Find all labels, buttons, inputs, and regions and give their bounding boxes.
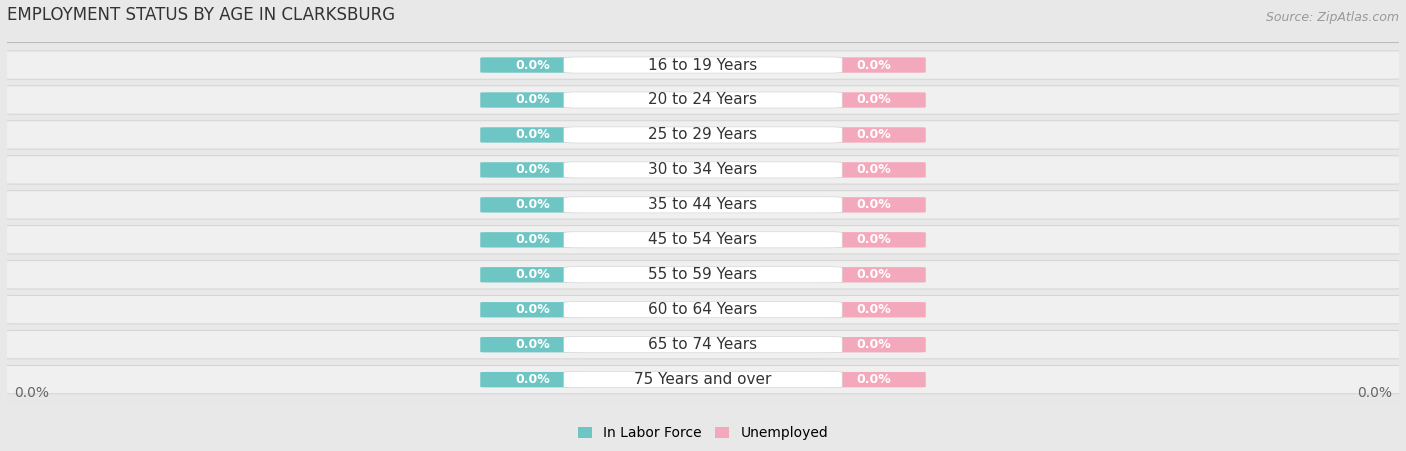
Text: Source: ZipAtlas.com: Source: ZipAtlas.com: [1265, 11, 1399, 24]
FancyBboxPatch shape: [821, 267, 925, 282]
Text: 0.0%: 0.0%: [856, 268, 891, 281]
FancyBboxPatch shape: [564, 162, 842, 178]
FancyBboxPatch shape: [821, 197, 925, 212]
Text: 0.0%: 0.0%: [515, 268, 550, 281]
Text: 65 to 74 Years: 65 to 74 Years: [648, 337, 758, 352]
FancyBboxPatch shape: [481, 92, 585, 108]
Text: 0.0%: 0.0%: [856, 163, 891, 176]
FancyBboxPatch shape: [481, 302, 585, 318]
Text: 0.0%: 0.0%: [14, 386, 49, 400]
Text: 0.0%: 0.0%: [515, 93, 550, 106]
FancyBboxPatch shape: [481, 197, 585, 212]
Text: 0.0%: 0.0%: [856, 303, 891, 316]
FancyBboxPatch shape: [564, 197, 842, 213]
Text: 0.0%: 0.0%: [856, 93, 891, 106]
FancyBboxPatch shape: [3, 226, 1403, 254]
FancyBboxPatch shape: [821, 372, 925, 387]
FancyBboxPatch shape: [3, 86, 1403, 114]
Text: 0.0%: 0.0%: [515, 233, 550, 246]
Text: 60 to 64 Years: 60 to 64 Years: [648, 302, 758, 317]
FancyBboxPatch shape: [481, 57, 585, 73]
FancyBboxPatch shape: [3, 121, 1403, 149]
FancyBboxPatch shape: [3, 295, 1403, 324]
Text: 0.0%: 0.0%: [515, 198, 550, 212]
Text: 0.0%: 0.0%: [856, 198, 891, 212]
Text: 0.0%: 0.0%: [856, 373, 891, 386]
FancyBboxPatch shape: [821, 302, 925, 318]
FancyBboxPatch shape: [564, 127, 842, 143]
Text: 45 to 54 Years: 45 to 54 Years: [648, 232, 758, 247]
FancyBboxPatch shape: [481, 337, 585, 352]
FancyBboxPatch shape: [564, 232, 842, 248]
Text: 0.0%: 0.0%: [515, 303, 550, 316]
FancyBboxPatch shape: [821, 232, 925, 248]
FancyBboxPatch shape: [821, 162, 925, 178]
Text: 25 to 29 Years: 25 to 29 Years: [648, 128, 758, 143]
FancyBboxPatch shape: [3, 365, 1403, 394]
FancyBboxPatch shape: [3, 331, 1403, 359]
Text: 35 to 44 Years: 35 to 44 Years: [648, 198, 758, 212]
Text: 0.0%: 0.0%: [856, 338, 891, 351]
FancyBboxPatch shape: [3, 191, 1403, 219]
Text: 0.0%: 0.0%: [515, 163, 550, 176]
FancyBboxPatch shape: [481, 232, 585, 248]
FancyBboxPatch shape: [821, 57, 925, 73]
Text: 0.0%: 0.0%: [515, 338, 550, 351]
Text: 20 to 24 Years: 20 to 24 Years: [648, 92, 758, 107]
Text: EMPLOYMENT STATUS BY AGE IN CLARKSBURG: EMPLOYMENT STATUS BY AGE IN CLARKSBURG: [7, 6, 395, 24]
Text: 0.0%: 0.0%: [856, 59, 891, 72]
FancyBboxPatch shape: [481, 267, 585, 282]
Text: 0.0%: 0.0%: [515, 59, 550, 72]
Text: 30 to 34 Years: 30 to 34 Years: [648, 162, 758, 177]
FancyBboxPatch shape: [564, 267, 842, 283]
Text: 0.0%: 0.0%: [856, 129, 891, 142]
Text: 55 to 59 Years: 55 to 59 Years: [648, 267, 758, 282]
FancyBboxPatch shape: [821, 92, 925, 108]
Legend: In Labor Force, Unemployed: In Labor Force, Unemployed: [572, 421, 834, 446]
FancyBboxPatch shape: [821, 337, 925, 352]
FancyBboxPatch shape: [564, 302, 842, 318]
Text: 0.0%: 0.0%: [515, 373, 550, 386]
FancyBboxPatch shape: [3, 261, 1403, 289]
FancyBboxPatch shape: [481, 372, 585, 387]
FancyBboxPatch shape: [564, 92, 842, 108]
FancyBboxPatch shape: [481, 162, 585, 178]
Text: 16 to 19 Years: 16 to 19 Years: [648, 58, 758, 73]
Text: 0.0%: 0.0%: [1357, 386, 1392, 400]
FancyBboxPatch shape: [564, 57, 842, 73]
FancyBboxPatch shape: [3, 156, 1403, 184]
Text: 75 Years and over: 75 Years and over: [634, 372, 772, 387]
FancyBboxPatch shape: [564, 336, 842, 353]
Text: 0.0%: 0.0%: [856, 233, 891, 246]
FancyBboxPatch shape: [564, 372, 842, 388]
FancyBboxPatch shape: [3, 51, 1403, 79]
FancyBboxPatch shape: [481, 127, 585, 143]
FancyBboxPatch shape: [821, 127, 925, 143]
Text: 0.0%: 0.0%: [515, 129, 550, 142]
